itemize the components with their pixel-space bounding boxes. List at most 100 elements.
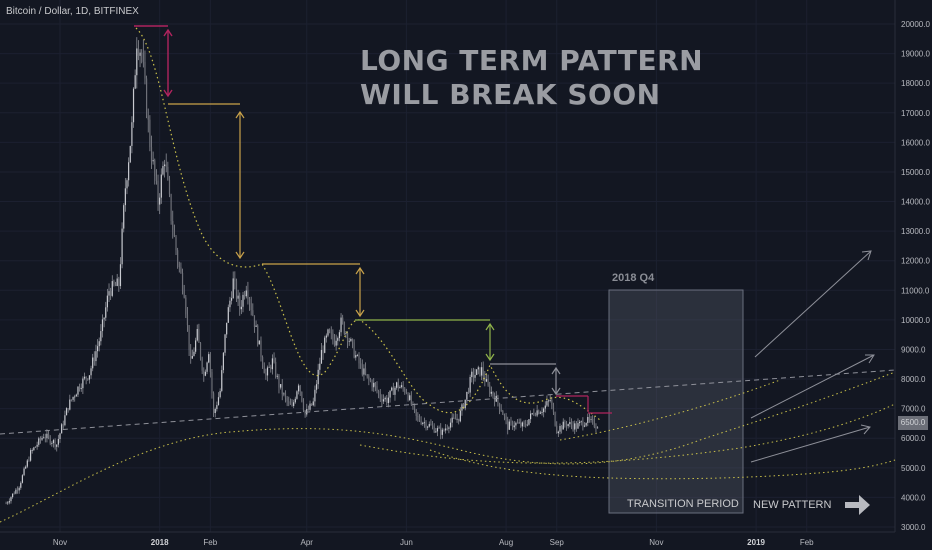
candle-body xyxy=(193,351,195,357)
candle-body xyxy=(5,503,7,505)
candle-body xyxy=(239,295,241,310)
candle-body xyxy=(248,299,251,303)
candle-body xyxy=(449,422,452,428)
candle-body xyxy=(221,370,223,391)
candle-body xyxy=(16,489,19,491)
y-tick-label: 16000.0 xyxy=(901,138,930,147)
candle-body xyxy=(415,409,417,416)
candle-body xyxy=(175,236,177,251)
candle-body xyxy=(353,342,355,358)
candle-body xyxy=(516,422,519,424)
y-tick-label: 20000.0 xyxy=(901,20,930,29)
candle-body xyxy=(534,414,537,416)
candle-body xyxy=(579,421,581,424)
candle-body xyxy=(485,379,488,382)
candle-body xyxy=(162,166,164,175)
candle-body xyxy=(43,437,45,439)
candle-body xyxy=(333,339,336,346)
candle-body xyxy=(418,416,421,421)
candle-body xyxy=(70,399,73,401)
candle-body xyxy=(440,427,442,435)
candle-body xyxy=(413,404,416,410)
y-tick-label: 15000.0 xyxy=(901,168,930,177)
candle-body xyxy=(324,337,326,353)
candle-body xyxy=(423,422,425,424)
candle-body xyxy=(75,394,77,397)
candle-body xyxy=(124,188,126,206)
candle-body xyxy=(476,369,478,375)
candle-body xyxy=(232,278,234,299)
candle-body xyxy=(574,423,576,430)
candle-body xyxy=(379,393,381,399)
candle-body xyxy=(129,145,131,163)
candle-body xyxy=(82,378,84,389)
candle-body xyxy=(230,298,233,301)
candle-body xyxy=(52,440,55,444)
candle-body xyxy=(56,444,58,447)
candle-body xyxy=(29,450,32,461)
candle-body xyxy=(368,376,370,380)
candle-body xyxy=(381,398,383,402)
candle-body xyxy=(580,421,582,423)
candle-body xyxy=(278,375,280,388)
candle-body xyxy=(299,385,301,392)
transition-label: TRANSITION PERIOD xyxy=(627,498,739,510)
candle-body xyxy=(62,424,64,426)
candle-body xyxy=(360,363,362,365)
candle-body xyxy=(18,487,20,491)
candle-body xyxy=(547,400,550,402)
candle-body xyxy=(538,410,540,414)
candle-body xyxy=(330,332,332,334)
candle-body xyxy=(503,414,506,416)
candle-body xyxy=(190,349,192,359)
long-support-curve xyxy=(0,371,896,523)
candle-body xyxy=(472,371,475,378)
candle-body xyxy=(121,228,123,265)
candle-body xyxy=(498,403,501,410)
candle-body xyxy=(65,408,68,416)
candle-body xyxy=(526,424,528,426)
candle-body xyxy=(137,48,140,56)
candle-body xyxy=(80,388,82,390)
candle-body xyxy=(90,368,92,376)
new-pattern-label: NEW PATTERN xyxy=(753,499,832,511)
candle-body xyxy=(186,314,189,326)
candle-body xyxy=(461,404,463,411)
candle-body xyxy=(96,346,99,352)
candle-body xyxy=(12,493,14,498)
candle-body xyxy=(428,424,430,427)
candle-body xyxy=(209,354,211,373)
candle-body xyxy=(507,419,509,430)
candle-body xyxy=(294,398,296,403)
candle-body xyxy=(405,392,408,394)
price-axis: 20000.0 19000.0 18000.0 17000.0 16000.0 15000… xyxy=(901,20,930,532)
candle-body xyxy=(317,369,319,385)
y-tick-label: 10000.0 xyxy=(901,316,930,325)
candle-body xyxy=(373,382,375,388)
candle-body xyxy=(139,52,141,56)
candle-body xyxy=(570,422,573,426)
candle-body xyxy=(38,438,40,445)
candle-body xyxy=(217,397,220,406)
candle-body xyxy=(49,436,51,444)
candle-body xyxy=(95,351,97,362)
candle-body xyxy=(167,166,169,180)
candle-body xyxy=(257,325,259,345)
candle-body xyxy=(412,404,414,405)
candle-body xyxy=(346,333,349,341)
candle-body xyxy=(118,278,120,287)
candle-body xyxy=(208,354,210,363)
candle-body xyxy=(196,328,198,341)
candle-body xyxy=(13,493,15,495)
candle-body xyxy=(569,422,571,425)
candle-body xyxy=(237,295,239,299)
candle-body xyxy=(595,426,597,429)
candle-body xyxy=(456,418,458,420)
candle-body xyxy=(57,439,59,445)
candle-body xyxy=(327,329,329,336)
candle-body xyxy=(332,333,334,340)
candle-body xyxy=(98,341,100,347)
candle-body xyxy=(172,220,174,231)
candle-body xyxy=(69,399,71,410)
candle-body xyxy=(146,78,148,117)
